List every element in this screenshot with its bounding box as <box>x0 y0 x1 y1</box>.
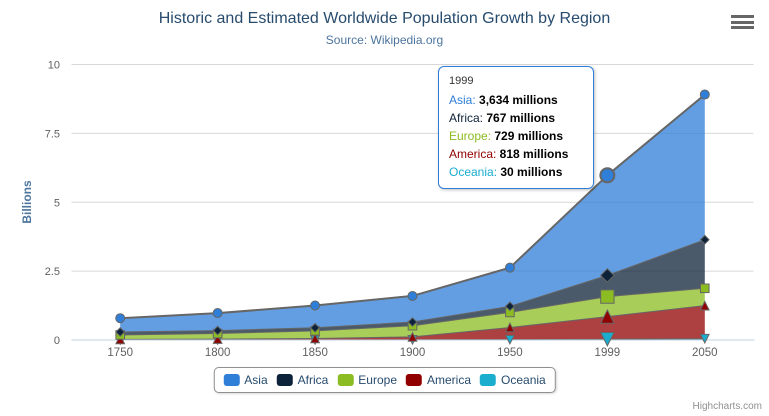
x-axis-label: 1900 <box>400 347 426 359</box>
x-axis-label: 2050 <box>692 347 718 359</box>
y-axis-label: 7.5 <box>45 128 60 140</box>
tooltip-row: Oceania: 30 millions <box>449 163 583 181</box>
tooltip-series-value: 729 millions <box>491 129 564 143</box>
legend-item-europe[interactable]: Europe <box>337 373 397 387</box>
marker-america-1800[interactable] <box>212 333 223 344</box>
y-axis-title: Billions <box>20 180 34 224</box>
marker-asia-2050[interactable] <box>699 89 710 100</box>
legend-label: America <box>427 373 472 387</box>
legend-label: Europe <box>358 373 398 387</box>
x-axis-label: 1750 <box>107 347 133 359</box>
tooltip-series-value: 30 millions <box>497 165 563 179</box>
legend-item-africa[interactable]: Africa <box>276 373 329 387</box>
marker-europe-2050[interactable] <box>699 283 710 294</box>
marker-africa-2050[interactable] <box>699 234 710 245</box>
legend-swatch-icon <box>223 374 240 386</box>
marker-america-1900[interactable] <box>407 331 418 342</box>
series-area-america[interactable] <box>120 305 705 340</box>
x-axis-label: 1800 <box>205 347 231 359</box>
chart-title: Historic and Estimated Worldwide Populat… <box>158 10 611 27</box>
tooltip: 1999 Asia: 3,634 millions Africa: 767 mil… <box>438 66 594 189</box>
marker-oceania-2050[interactable] <box>699 333 710 345</box>
tooltip-series-name: America: <box>449 147 497 161</box>
tooltip-row: Asia: 3,634 millions <box>449 91 583 109</box>
tooltip-series-name: Europe: <box>449 129 492 143</box>
legend-label: Oceania <box>501 373 546 387</box>
chart-subtitle: Source: Wikipedia.org <box>325 33 444 47</box>
legend-swatch-icon <box>337 374 354 386</box>
context-menu-button[interactable] <box>731 15 755 33</box>
legend-label: Africa <box>297 373 329 387</box>
tooltip-series-name: Africa: <box>449 111 484 125</box>
marker-oceania-1999[interactable] <box>599 332 615 347</box>
legend-swatch-icon <box>276 374 293 386</box>
y-axis-label: 2.5 <box>45 266 60 278</box>
tooltip-series-name: Oceania: <box>449 165 498 179</box>
tooltip-series-value: 818 millions <box>496 147 569 161</box>
tooltip-series-value: 767 millions <box>483 111 556 125</box>
marker-africa-1850[interactable] <box>310 322 321 333</box>
tooltip-series-name: Asia: <box>449 93 476 107</box>
tooltip-header: 1999 <box>449 75 474 87</box>
y-axis-label: 5 <box>54 197 60 209</box>
marker-africa-1900[interactable] <box>407 317 418 328</box>
tooltip-series-value: 3,634 millions <box>475 93 558 107</box>
marker-asia-1850[interactable] <box>310 300 321 311</box>
marker-america-1850[interactable] <box>309 333 321 344</box>
hamburger-icon <box>731 15 755 29</box>
marker-asia-1750[interactable] <box>115 313 126 324</box>
marker-asia-1950[interactable] <box>504 262 515 273</box>
marker-asia-1800[interactable] <box>212 308 223 319</box>
marker-oceania-1950[interactable] <box>504 334 516 346</box>
marker-europe-1999[interactable] <box>600 289 615 304</box>
legend: Asia Africa Europe America Oceania <box>213 367 556 393</box>
x-axis-label: 1999 <box>595 347 621 359</box>
marker-america-1999[interactable] <box>599 308 615 324</box>
credits-link[interactable]: Highcharts.com <box>692 401 762 412</box>
marker-asia-1999[interactable] <box>599 167 616 184</box>
marker-africa-1800[interactable] <box>212 325 223 336</box>
legend-item-america[interactable]: America <box>406 373 471 387</box>
legend-swatch-icon <box>406 374 423 386</box>
legend-swatch-icon <box>480 374 497 386</box>
marker-asia-1900[interactable] <box>407 290 418 301</box>
tooltip-row: Europe: 729 millions <box>449 127 583 145</box>
legend-item-oceania[interactable]: Oceania <box>480 373 546 387</box>
marker-africa-1950[interactable] <box>504 301 515 312</box>
series-area-africa[interactable] <box>120 239 705 335</box>
series-area-asia[interactable] <box>120 94 705 332</box>
marker-africa-1999[interactable] <box>599 268 615 283</box>
x-axis-label: 1850 <box>302 347 328 359</box>
marker-africa-1750[interactable] <box>115 327 126 338</box>
y-axis-label: 0 <box>54 335 60 347</box>
legend-item-asia[interactable]: Asia <box>223 373 268 387</box>
marker-america-1950[interactable] <box>504 322 516 333</box>
tooltip-row: Africa: 767 millions <box>449 109 583 127</box>
marker-america-2050[interactable] <box>699 300 710 311</box>
x-axis-label: 1950 <box>497 347 523 359</box>
tooltip-row: America: 818 millions <box>449 145 583 163</box>
y-axis-label: 10 <box>48 60 60 72</box>
legend-label: Asia <box>244 373 268 387</box>
